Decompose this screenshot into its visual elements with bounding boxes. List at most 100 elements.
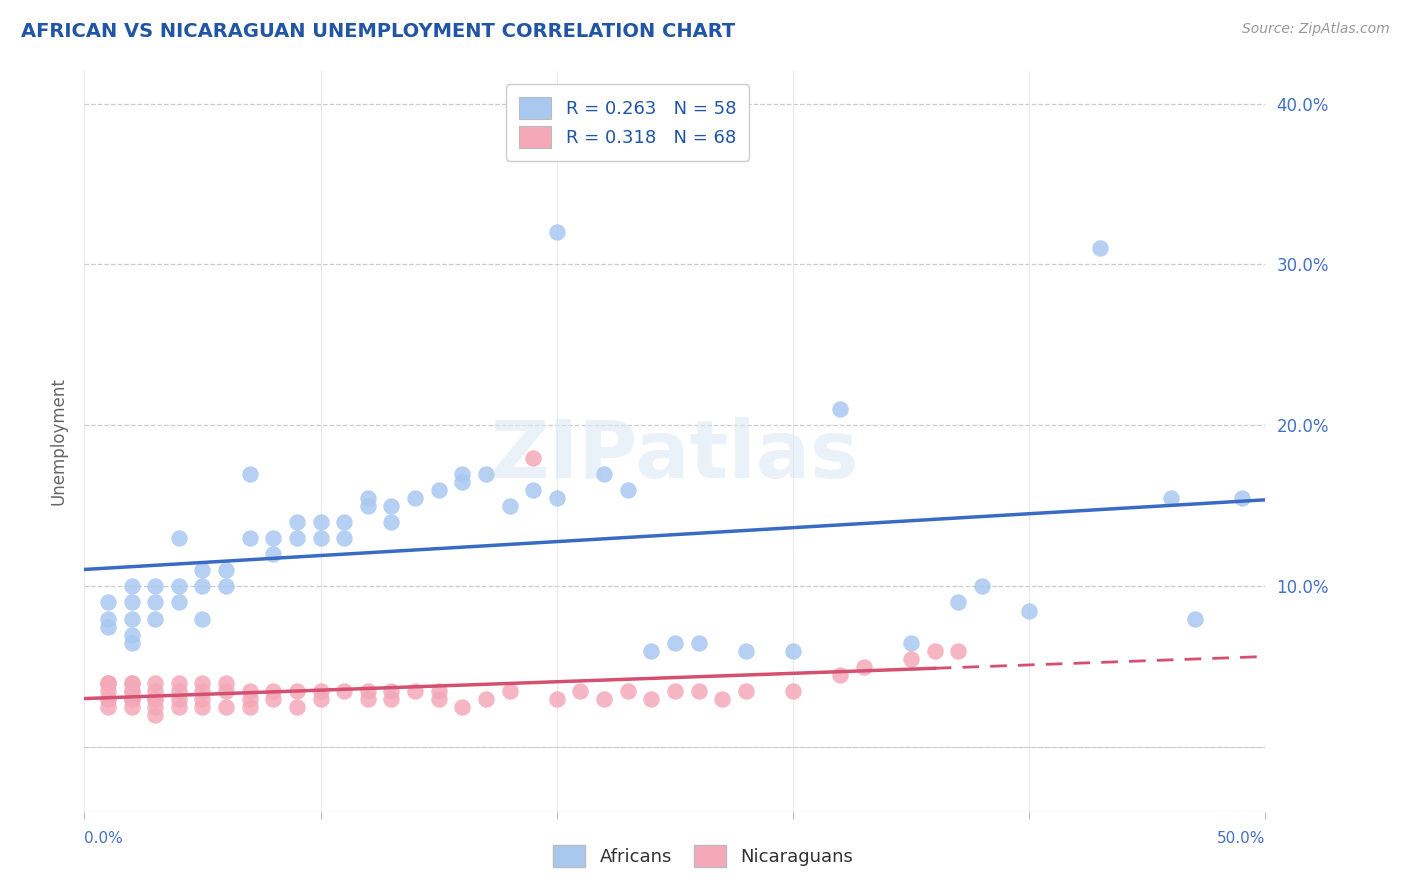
Point (167, 692, 190, 706)
Point (427, 692, 450, 706)
Point (522, 450, 544, 465)
Point (522, 483, 544, 497)
Legend: R = 0.263   N = 58, R = 0.318   N = 68: R = 0.263 N = 58, R = 0.318 N = 68 (506, 84, 749, 161)
Point (711, 692, 734, 706)
Point (1160, 491, 1182, 505)
Point (616, 684, 638, 698)
Point (830, 668, 852, 682)
Point (616, 483, 638, 497)
Point (239, 684, 262, 698)
Point (427, 684, 450, 698)
Point (97, 676, 120, 690)
Point (121, 676, 143, 690)
Point (664, 684, 686, 698)
Text: AFRICAN VS NICARAGUAN UNEMPLOYMENT CORRELATION CHART: AFRICAN VS NICARAGUAN UNEMPLOYMENT CORRE… (21, 22, 735, 41)
Point (97, 619, 120, 633)
Point (215, 676, 238, 690)
Point (167, 684, 190, 698)
Point (239, 692, 262, 706)
Point (451, 475, 474, 489)
Point (948, 644, 970, 658)
Point (640, 644, 662, 658)
Point (734, 684, 756, 698)
Point (239, 467, 262, 481)
Point (380, 499, 402, 513)
Point (333, 515, 356, 529)
Point (900, 636, 922, 650)
Point (900, 652, 922, 666)
Point (167, 700, 190, 714)
Point (498, 684, 520, 698)
Text: 50.0%: 50.0% (1218, 831, 1265, 846)
Point (404, 491, 426, 505)
Point (121, 611, 143, 625)
Point (121, 684, 143, 698)
Point (97, 684, 120, 698)
Point (191, 579, 214, 593)
Point (498, 499, 520, 513)
Point (143, 692, 166, 706)
Point (309, 692, 332, 706)
Point (380, 515, 402, 529)
Point (143, 676, 166, 690)
Point (569, 684, 592, 698)
Point (546, 491, 568, 505)
Point (782, 684, 804, 698)
Point (143, 595, 166, 609)
Point (852, 660, 875, 674)
Point (262, 692, 284, 706)
Point (121, 628, 143, 642)
Point (97, 611, 120, 625)
Point (121, 579, 143, 593)
Point (309, 684, 332, 698)
Point (121, 692, 143, 706)
Point (121, 692, 143, 706)
Point (830, 402, 852, 417)
Point (546, 225, 568, 239)
Point (285, 531, 308, 545)
Point (262, 684, 284, 698)
Point (1184, 611, 1206, 625)
Point (546, 692, 568, 706)
Y-axis label: Unemployment: Unemployment (49, 377, 67, 506)
Point (97, 692, 120, 706)
Point (333, 531, 356, 545)
Point (191, 692, 214, 706)
Text: ZIPatlas: ZIPatlas (491, 417, 859, 495)
Point (191, 563, 214, 577)
Point (167, 531, 190, 545)
Text: Source: ZipAtlas.com: Source: ZipAtlas.com (1241, 22, 1389, 37)
Text: 0.0%: 0.0% (84, 831, 124, 846)
Point (285, 515, 308, 529)
Point (688, 636, 710, 650)
Point (475, 692, 498, 706)
Point (191, 676, 214, 690)
Point (97, 676, 120, 690)
Point (1088, 241, 1111, 255)
Point (97, 595, 120, 609)
Point (121, 636, 143, 650)
Point (143, 708, 166, 723)
Point (285, 700, 308, 714)
Point (593, 467, 616, 481)
Point (640, 692, 662, 706)
Point (357, 692, 380, 706)
Point (924, 644, 946, 658)
Point (97, 700, 120, 714)
Point (191, 611, 214, 625)
Point (475, 467, 498, 481)
Point (97, 676, 120, 690)
Point (380, 684, 402, 698)
Point (215, 700, 238, 714)
Point (451, 467, 474, 481)
Point (121, 595, 143, 609)
Point (121, 692, 143, 706)
Point (285, 684, 308, 698)
Point (121, 676, 143, 690)
Point (191, 700, 214, 714)
Point (309, 515, 332, 529)
Point (970, 579, 993, 593)
Point (427, 483, 450, 497)
Point (97, 692, 120, 706)
Point (593, 692, 616, 706)
